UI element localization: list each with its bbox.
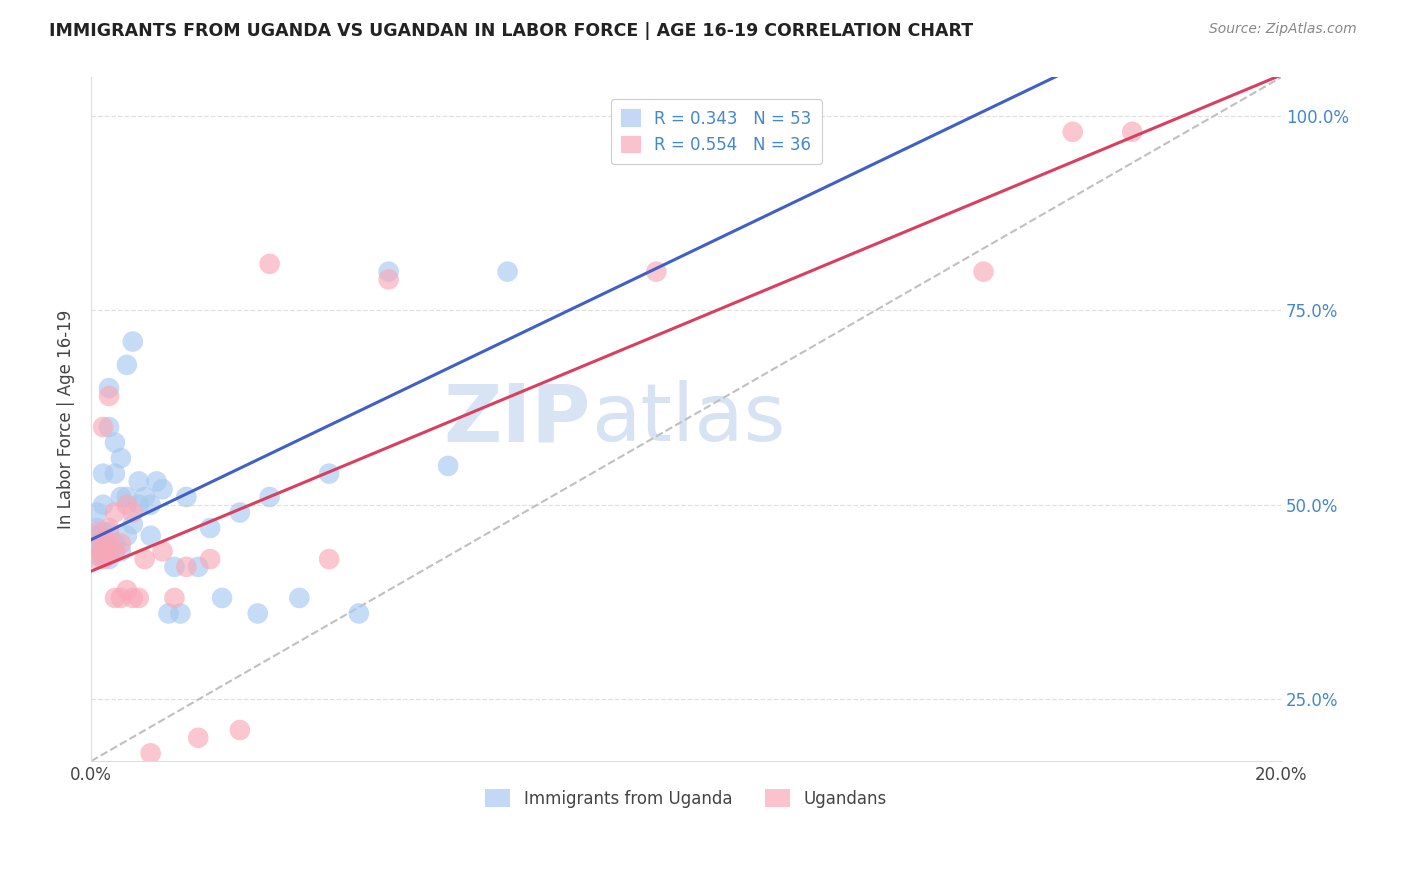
Point xyxy=(1062,125,1084,139)
Point xyxy=(86,529,108,543)
Point xyxy=(91,548,114,562)
Point xyxy=(91,552,114,566)
Point xyxy=(86,536,108,550)
Point xyxy=(98,381,121,395)
Point xyxy=(128,498,150,512)
Y-axis label: In Labor Force | Age 16-19: In Labor Force | Age 16-19 xyxy=(58,310,75,529)
Point xyxy=(211,591,233,605)
Point xyxy=(86,541,108,555)
Text: atlas: atlas xyxy=(591,380,785,458)
Point xyxy=(91,541,114,555)
Point xyxy=(115,583,138,598)
Point xyxy=(115,498,138,512)
Point xyxy=(121,334,143,349)
Point xyxy=(86,548,108,562)
Text: IMMIGRANTS FROM UGANDA VS UGANDAN IN LABOR FORCE | AGE 16-19 CORRELATION CHART: IMMIGRANTS FROM UGANDA VS UGANDAN IN LAB… xyxy=(49,22,973,40)
Point xyxy=(86,552,108,566)
Point xyxy=(115,529,138,543)
Point xyxy=(259,490,281,504)
Point xyxy=(110,451,132,466)
Point xyxy=(437,458,460,473)
Point xyxy=(169,607,191,621)
Point xyxy=(91,524,114,539)
Point xyxy=(98,420,121,434)
Point xyxy=(110,536,132,550)
Point xyxy=(98,536,121,550)
Point xyxy=(104,544,127,558)
Point xyxy=(229,506,252,520)
Point xyxy=(98,521,121,535)
Text: ZIP: ZIP xyxy=(444,380,591,458)
Point xyxy=(121,517,143,532)
Point xyxy=(98,552,121,566)
Point xyxy=(98,524,121,539)
Point xyxy=(91,533,114,547)
Point xyxy=(91,544,114,558)
Point xyxy=(128,591,150,605)
Point xyxy=(110,544,132,558)
Point xyxy=(110,591,132,605)
Point xyxy=(198,521,221,535)
Point xyxy=(288,591,311,605)
Point xyxy=(347,607,370,621)
Point xyxy=(98,389,121,403)
Point xyxy=(763,125,786,139)
Point xyxy=(91,498,114,512)
Point xyxy=(86,521,108,535)
Point xyxy=(157,607,180,621)
Point xyxy=(110,490,132,504)
Point xyxy=(198,552,221,566)
Point xyxy=(246,607,269,621)
Point xyxy=(645,265,668,279)
Point xyxy=(134,490,156,504)
Point xyxy=(176,559,198,574)
Point xyxy=(139,529,162,543)
Point xyxy=(318,552,340,566)
Point xyxy=(377,265,399,279)
Legend: Immigrants from Uganda, Ugandans: Immigrants from Uganda, Ugandans xyxy=(478,782,894,814)
Point xyxy=(152,544,174,558)
Point xyxy=(187,559,209,574)
Point xyxy=(616,125,638,139)
Point xyxy=(1121,125,1143,139)
Point xyxy=(86,506,108,520)
Point xyxy=(121,506,143,520)
Point xyxy=(229,723,252,737)
Point xyxy=(176,490,198,504)
Point xyxy=(377,272,399,286)
Point xyxy=(973,265,995,279)
Point xyxy=(104,506,127,520)
Point xyxy=(115,490,138,504)
Point xyxy=(259,257,281,271)
Point xyxy=(91,420,114,434)
Point xyxy=(145,475,167,489)
Point xyxy=(152,482,174,496)
Point xyxy=(91,533,114,547)
Point xyxy=(139,747,162,761)
Point xyxy=(104,467,127,481)
Point xyxy=(163,559,186,574)
Point xyxy=(128,475,150,489)
Point xyxy=(104,591,127,605)
Point xyxy=(98,548,121,562)
Point xyxy=(104,544,127,558)
Point xyxy=(318,467,340,481)
Point xyxy=(121,591,143,605)
Point xyxy=(104,536,127,550)
Point xyxy=(496,265,519,279)
Point xyxy=(163,591,186,605)
Point xyxy=(98,541,121,555)
Text: Source: ZipAtlas.com: Source: ZipAtlas.com xyxy=(1209,22,1357,37)
Point xyxy=(91,467,114,481)
Point xyxy=(104,435,127,450)
Point xyxy=(139,498,162,512)
Point xyxy=(134,552,156,566)
Point xyxy=(187,731,209,745)
Point xyxy=(115,358,138,372)
Point xyxy=(86,524,108,539)
